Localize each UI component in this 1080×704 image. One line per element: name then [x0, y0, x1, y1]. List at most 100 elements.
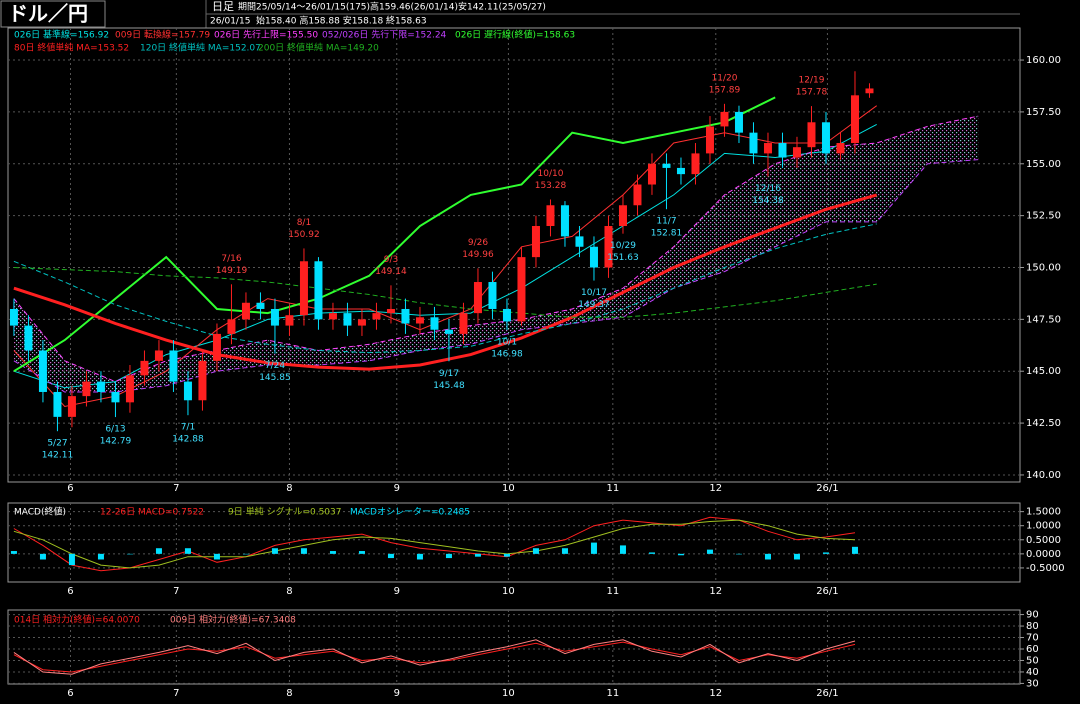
annotation-value: 154.38 [752, 196, 784, 206]
histogram-bar [764, 553, 771, 560]
annotation-date: 8/1 [297, 218, 311, 228]
y-tick-label: 152.50 [1026, 211, 1061, 222]
annotation-value: 142.11 [42, 451, 74, 461]
candle-body [401, 308, 410, 324]
candle-body [24, 325, 33, 351]
annotation-date: 7/24 [265, 361, 285, 371]
y-tick-label: 157.50 [1026, 107, 1061, 118]
legend-entry: 12-26日 MACD=0.7522 [100, 507, 204, 518]
y-tick-label: 145.00 [1026, 366, 1061, 377]
annotation-date: 6/13 [105, 425, 125, 435]
candle-body [720, 111, 729, 127]
y-tick-label: 142.50 [1026, 418, 1061, 429]
y-tick-label: 155.00 [1026, 159, 1061, 170]
series-line [13, 105, 877, 408]
y-tick-label: 40 [1026, 667, 1039, 678]
y-tick-label: 1.5000 [1026, 507, 1061, 518]
period-label: 日足 [212, 0, 234, 13]
legend-entry: 80日 終値単純 MA=153.52 [14, 42, 129, 54]
annotation-value: 152.81 [651, 229, 683, 239]
x-tick-label: 11 [606, 688, 619, 699]
candle-body [604, 226, 613, 268]
candle-body [850, 95, 859, 144]
histogram-bar [474, 553, 481, 557]
candle-body [285, 315, 294, 326]
x-tick-label: 26/1 [816, 688, 838, 699]
histogram-bar [155, 548, 162, 554]
annotation-value: 149.19 [216, 266, 248, 276]
y-tick-label: 0.5000 [1026, 535, 1061, 546]
annotation-date: 7/1 [181, 423, 195, 433]
candle-body [154, 350, 163, 361]
x-tick-label: 6 [67, 688, 73, 699]
y-tick-label: 150.00 [1026, 262, 1061, 273]
annotation-date: 11/20 [712, 73, 738, 83]
x-tick-label: 12 [709, 483, 722, 494]
x-tick-label: 11 [606, 586, 619, 597]
candle-body [749, 132, 758, 154]
candle-body [633, 184, 642, 206]
candle-body [575, 236, 584, 247]
candle-body [502, 308, 511, 322]
period: 期間25/05/14～26/01/15(175)高159.46(26/01/14… [238, 1, 546, 13]
histogram-bar [271, 548, 278, 554]
candle-body [821, 122, 830, 154]
legend-entry: MACDオシレーター=0.2485 [350, 507, 470, 518]
candle-body [676, 167, 685, 175]
x-tick-label: 10 [502, 483, 515, 494]
candle-body [836, 143, 845, 154]
series-line [13, 159, 979, 393]
series-line [13, 115, 979, 383]
candle-body [792, 147, 801, 158]
histogram-bar [561, 548, 568, 554]
annotation-date: 9/26 [468, 238, 488, 248]
x-tick-label: 7 [173, 688, 179, 699]
x-tick-label: 6 [67, 586, 73, 597]
histogram-bar [387, 553, 394, 559]
annotation-value: 149.14 [375, 267, 407, 277]
annotation-date: 12/19 [799, 76, 825, 86]
series-line [13, 516, 856, 572]
y-tick-label: 30 [1026, 678, 1039, 689]
candle-body [691, 153, 700, 175]
candle-body [763, 143, 772, 154]
candle-body [734, 111, 743, 133]
histogram-bar [503, 553, 510, 557]
histogram-bar [242, 553, 249, 555]
candle-body [140, 360, 149, 376]
histogram-bar [793, 553, 800, 560]
y-tick-label: 80 [1026, 621, 1039, 632]
candle-body [299, 261, 308, 316]
histogram-bar [68, 553, 75, 566]
candle-body [9, 308, 18, 326]
histogram-bar [619, 545, 626, 554]
candle-body [198, 360, 207, 401]
candle-body [256, 302, 265, 309]
histogram-bar [851, 546, 858, 554]
candle-body [82, 381, 91, 397]
legend-entry: 200日 終値単純 MA=149.20 [258, 42, 379, 54]
histogram-bar [706, 549, 713, 554]
y-tick-label: 70 [1026, 633, 1039, 644]
histogram-bar [590, 542, 597, 554]
annotation-date: 10/17 [581, 288, 607, 298]
y-tick-label: 90 [1026, 610, 1039, 621]
candle-body [38, 350, 47, 392]
panel-frame [7, 502, 1021, 583]
histogram-bar [648, 552, 655, 554]
annotation-date: 7/16 [221, 254, 241, 264]
y-tick-label: 147.50 [1026, 314, 1061, 325]
y-tick-label: 0.0000 [1026, 549, 1061, 560]
x-tick-label: 12 [709, 586, 722, 597]
legend-entry: 026日 基準線=156.92 [14, 29, 109, 41]
candle-body [589, 246, 598, 268]
legend-entry: 9日 単純 シグナル=0.5037 [228, 506, 341, 518]
histogram-bar [735, 553, 742, 555]
candle-body [372, 313, 381, 320]
annotation-value: 142.79 [100, 437, 132, 447]
annotation-value: 142.88 [172, 435, 204, 445]
candle-body [169, 350, 178, 382]
